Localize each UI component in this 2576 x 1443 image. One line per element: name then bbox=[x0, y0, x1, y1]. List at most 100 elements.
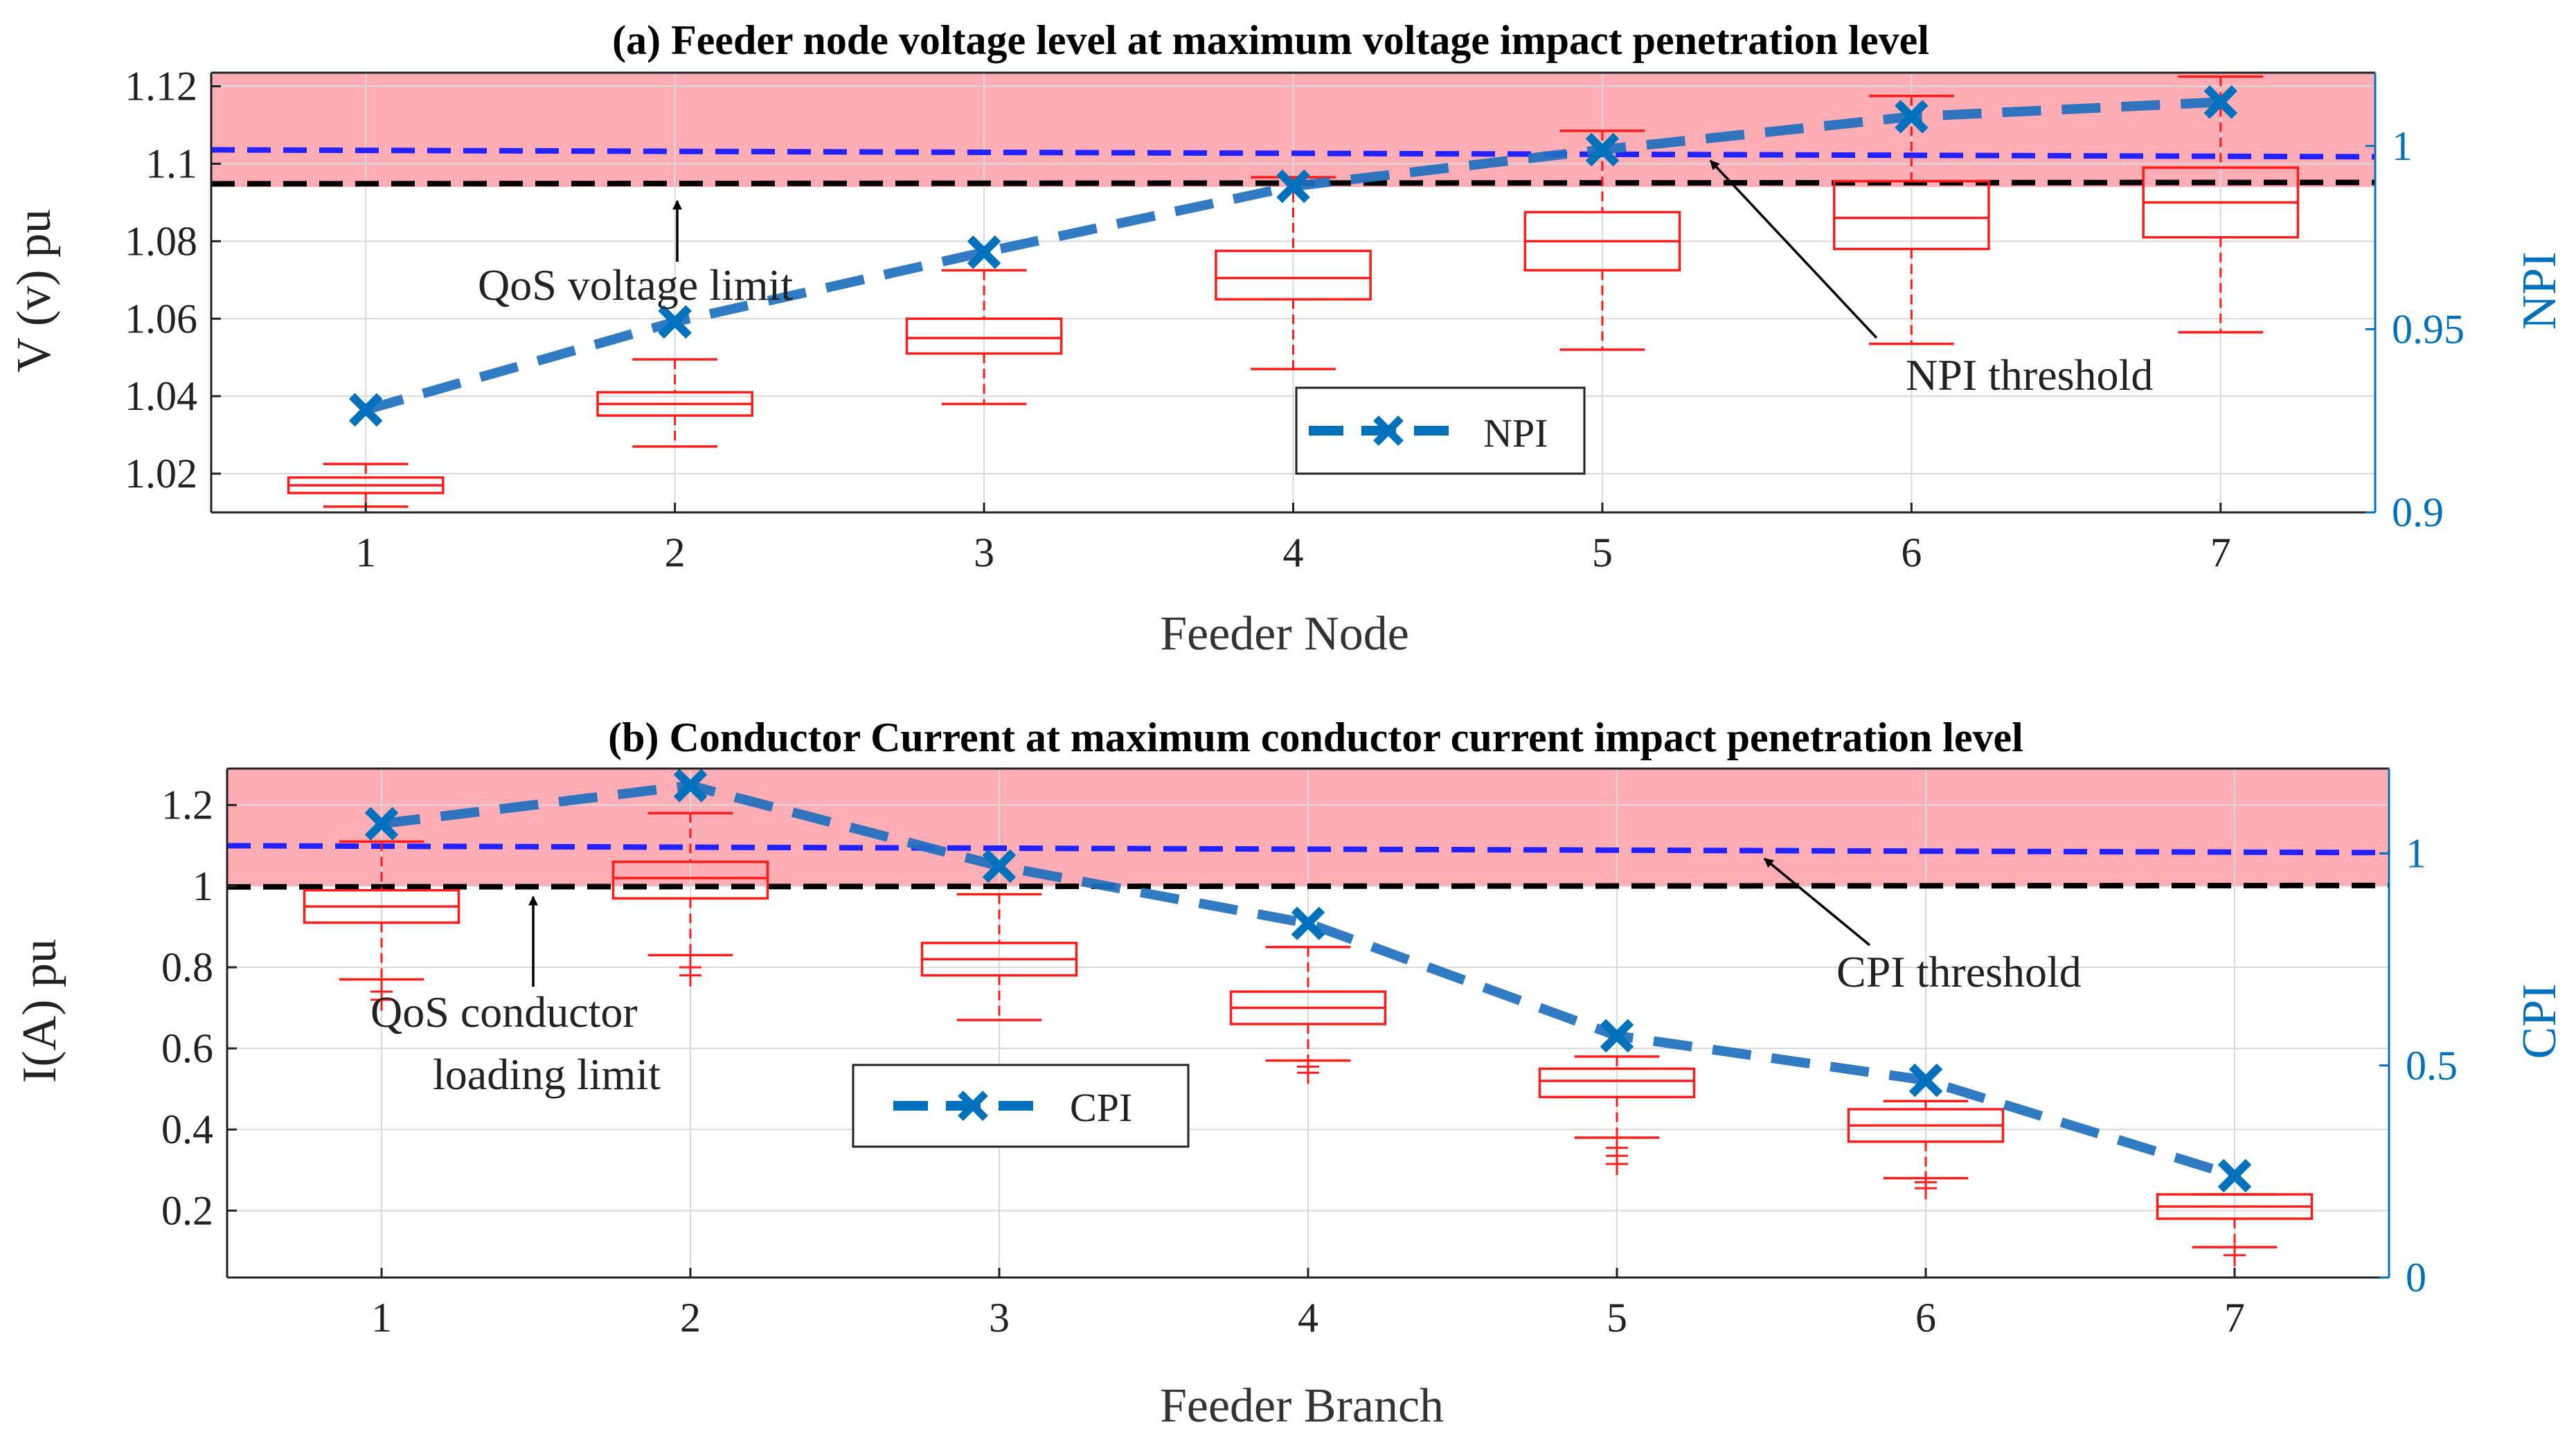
panel-a-qos-voltage-annotation: QoS voltage limit bbox=[478, 260, 793, 310]
panel-b-cpi-marker-5 bbox=[1600, 1019, 1634, 1053]
iqr-box bbox=[1538, 1067, 1696, 1099]
panel-b-x-tick-label-2: 2 bbox=[680, 1295, 701, 1341]
panel-b-cpi-marker-4 bbox=[1291, 906, 1325, 940]
panel-a-y2-tick-label: 0.95 bbox=[2392, 306, 2465, 352]
marker-stroke bbox=[2203, 85, 2238, 119]
marker-stroke bbox=[348, 393, 383, 427]
marker-stroke bbox=[1585, 132, 1620, 167]
marker-stroke bbox=[673, 769, 708, 803]
panel-a-legend-label-npi: NPI bbox=[1483, 411, 1548, 456]
panel-a-y-axis-label: V (v) pu bbox=[8, 209, 61, 373]
panel-a-box-1 bbox=[287, 463, 445, 508]
panel-a-y-tick-label: 1.04 bbox=[125, 373, 197, 419]
panel-a-npi-marker-2 bbox=[658, 305, 692, 339]
panel-b-tick-labels: 1 2 3 4 5 6 7 0.2 0.4 0.6 0.8 1 1.2 0 0.5 1 bbox=[161, 782, 2458, 1341]
panel-b-y2-axis-label: CPI bbox=[2513, 984, 2566, 1059]
panel-b-legend: CPI bbox=[852, 1064, 1190, 1148]
panel-b-qos-limit-line bbox=[226, 882, 2390, 890]
panel-b-box-5 bbox=[1538, 1055, 1696, 1176]
panel-a-x-tick-label-4: 4 bbox=[1283, 530, 1304, 575]
panel-a-y2-axis-label: NPI bbox=[2513, 252, 2566, 330]
iqr-box bbox=[611, 860, 769, 900]
panel-b-x-axis-label: Feeder Branch bbox=[1160, 1379, 1444, 1433]
marker-stroke bbox=[658, 305, 692, 339]
panel-b-box-7 bbox=[2156, 1193, 2314, 1266]
panel-a-y-tick-label: 1.02 bbox=[125, 451, 197, 496]
panel-a-npi-marker-4 bbox=[1276, 169, 1310, 204]
panel-b-box-3 bbox=[920, 893, 1078, 1021]
panel-b-cpi-marker-1 bbox=[364, 807, 399, 841]
panel-b-cpi-series bbox=[364, 769, 2252, 1193]
panel-b: 1 2 3 4 5 6 7 0.2 0.4 0.6 0.8 1 1.2 0 0.5 1 (b) Conduct… bbox=[13, 715, 2566, 1433]
marker-stroke bbox=[967, 235, 1001, 269]
panel-a-legend-swatch-marker bbox=[1373, 415, 1404, 446]
panel-b-threshold-line bbox=[226, 843, 2390, 856]
panel-b-y-tick-label: 1 bbox=[193, 863, 213, 909]
panel-b-qos-conductor-annotation-line2: loading limit bbox=[433, 1050, 661, 1099]
panel-b-y-tick-label: 0.4 bbox=[161, 1106, 213, 1152]
panel-a-box-3 bbox=[905, 269, 1063, 406]
marker-stroke bbox=[2217, 1158, 2252, 1193]
panel-b-x-tick-label-5: 5 bbox=[1607, 1295, 1627, 1341]
panel-b-y-tick-label: 0.2 bbox=[161, 1187, 213, 1233]
marker-stroke bbox=[1276, 169, 1310, 204]
panel-a-x-axis-label: Feeder Node bbox=[1160, 607, 1409, 661]
marker-stroke bbox=[1908, 1063, 1943, 1097]
iqr-box bbox=[1215, 249, 1372, 301]
panel-b-boxplots bbox=[303, 812, 2314, 1266]
panel-a-npi-threshold-arrow bbox=[1709, 159, 1878, 339]
panel-a-tick-labels: 1 2 3 4 5 6 7 1.02 1.04 1.06 1.08 1.1 1.12 0.9 0.95 1 bbox=[125, 64, 2465, 575]
panel-b-box-2 bbox=[611, 812, 769, 987]
panel-a-npi-marker-7 bbox=[2203, 85, 2238, 119]
panel-a-title: (a) Feeder node voltage level at maximum… bbox=[612, 17, 1929, 63]
panel-a-y2-tick-label: 0.9 bbox=[2392, 490, 2444, 535]
marker-stroke bbox=[1895, 100, 1929, 134]
panel-b-box-1 bbox=[303, 840, 460, 1011]
panel-a-x-tick-label-6: 6 bbox=[1901, 530, 1922, 575]
panel-a-box-2 bbox=[596, 358, 753, 448]
panel-b-x-tick-label-1: 1 bbox=[371, 1295, 392, 1341]
panel-a-x-tick-label-3: 3 bbox=[974, 530, 994, 575]
panel-b-y-tick-label: 0.6 bbox=[161, 1025, 213, 1071]
panel-b-cpi-marker-7 bbox=[2217, 1158, 2252, 1193]
panel-a-box-5 bbox=[1523, 129, 1681, 351]
panel-b-y2-tick-label: 0.5 bbox=[2406, 1043, 2458, 1088]
panel-a-y2-tick-label: 1 bbox=[2392, 123, 2413, 169]
panel-a-legend: NPI bbox=[1295, 386, 1586, 475]
panel-a-npi-marker-5 bbox=[1585, 132, 1620, 167]
panel-a: 1 2 3 4 5 6 7 1.02 1.04 1.06 1.08 1.1 1.12 0.9 0.95 1 (… bbox=[8, 17, 2566, 661]
panel-b-x-tick-label-7: 7 bbox=[2224, 1295, 2245, 1341]
panel-b-y-tick-label: 1.2 bbox=[161, 782, 213, 828]
panel-a-y-tick-label: 1.12 bbox=[125, 64, 197, 109]
panel-b-y2-tick-label: 1 bbox=[2406, 831, 2426, 877]
panel-a-box-7 bbox=[2142, 75, 2300, 334]
panel-b-y-tick-label: 0.8 bbox=[161, 944, 213, 990]
panel-a-x-tick-label-5: 5 bbox=[1592, 530, 1613, 575]
marker-stroke bbox=[982, 849, 1017, 884]
panel-a-y-tick-label: 1.1 bbox=[145, 141, 197, 186]
panel-a-x-tick-label-2: 2 bbox=[665, 530, 686, 575]
panel-b-x-tick-label-4: 4 bbox=[1298, 1295, 1318, 1341]
marker-stroke bbox=[364, 807, 399, 841]
panel-a-npi-series bbox=[348, 85, 2238, 427]
panel-b-box-4 bbox=[1229, 945, 1387, 1084]
panel-b-x-tick-label-6: 6 bbox=[1915, 1295, 1936, 1341]
panel-b-cpi-threshold-annotation: CPI threshold bbox=[1836, 947, 2082, 996]
panel-a-box-6 bbox=[1833, 94, 1990, 346]
panel-a-npi-threshold-annotation: NPI threshold bbox=[1906, 350, 2153, 400]
panel-b-cpi-marker-3 bbox=[982, 849, 1017, 884]
panel-a-y-tick-label: 1.08 bbox=[125, 218, 197, 264]
marker-stroke bbox=[1600, 1019, 1634, 1053]
panel-b-cpi-marker-6 bbox=[1908, 1063, 1943, 1097]
panel-a-npi-marker-6 bbox=[1895, 100, 1929, 134]
panel-a-box-4 bbox=[1215, 176, 1372, 370]
panel-b-x-tick-label-3: 3 bbox=[989, 1295, 1010, 1341]
iqr-box bbox=[1833, 179, 1990, 251]
panel-b-reference-lines bbox=[226, 843, 2390, 890]
panel-b-qos-conductor-annotation-line1: QoS conductor bbox=[370, 987, 638, 1037]
panel-b-legend-label-cpi: CPI bbox=[1070, 1085, 1132, 1130]
panel-a-npi-marker-1 bbox=[348, 393, 383, 427]
panel-b-y2-tick-label: 0 bbox=[2406, 1255, 2426, 1300]
panel-b-cpi-threshold-arrow bbox=[1763, 857, 1871, 947]
